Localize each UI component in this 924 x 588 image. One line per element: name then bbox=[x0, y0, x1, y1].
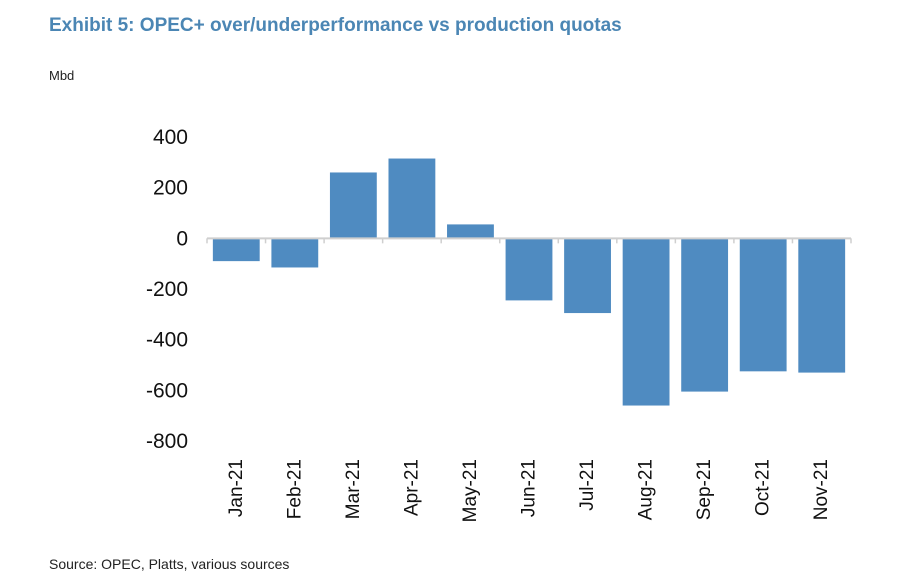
bar-nov-21 bbox=[798, 238, 846, 373]
x-tick-label: Jan-21 bbox=[226, 459, 247, 517]
x-tick-label: Mar-21 bbox=[343, 459, 364, 519]
y-tick-label: -800 bbox=[146, 430, 188, 453]
x-axis: Jan-21 Feb-21 Mar-21 Apr-21 May-21 Jun-21 Jul-… bbox=[206, 238, 852, 522]
x-tick-label: Nov-21 bbox=[811, 459, 832, 520]
bar-feb-21 bbox=[271, 238, 319, 268]
y-tick-label: -200 bbox=[146, 278, 188, 301]
bar-jun-21 bbox=[505, 238, 553, 301]
x-tick-label: Feb-21 bbox=[284, 459, 305, 519]
y-tick-label: -600 bbox=[146, 379, 188, 402]
x-tick-label: Oct-21 bbox=[753, 459, 774, 516]
x-tick-label: Jul-21 bbox=[577, 459, 598, 511]
bar-sep-21 bbox=[681, 238, 729, 392]
y-tick-label: -400 bbox=[146, 329, 188, 352]
bar-apr-21 bbox=[388, 158, 436, 239]
bar-jan-21 bbox=[212, 238, 260, 262]
bar-mar-21 bbox=[329, 172, 377, 239]
y-tick-label: 200 bbox=[153, 177, 188, 200]
x-tick-label: Aug-21 bbox=[636, 459, 657, 520]
x-tick-label: Apr-21 bbox=[401, 459, 422, 516]
y-axis: 400 200 0 -200 -400 -600 -800 bbox=[146, 126, 188, 453]
chart-title: Exhibit 5: OPEC+ over/underperformance v… bbox=[49, 15, 622, 36]
y-tick-label: 0 bbox=[176, 227, 188, 250]
bar-oct-21 bbox=[739, 238, 787, 372]
y-tick-label: 400 bbox=[153, 126, 188, 149]
bar-jul-21 bbox=[564, 238, 611, 314]
bar-may-21 bbox=[447, 224, 494, 239]
bar-series bbox=[212, 158, 846, 406]
bar-aug-21 bbox=[622, 238, 670, 406]
x-tick-label: Sep-21 bbox=[694, 459, 715, 520]
y-axis-unit-label: Mbd bbox=[49, 68, 75, 83]
x-tick-label: May-21 bbox=[460, 459, 481, 522]
x-tick-label: Jun-21 bbox=[519, 459, 540, 517]
source-note: Source: OPEC, Platts, various sources bbox=[49, 556, 290, 572]
